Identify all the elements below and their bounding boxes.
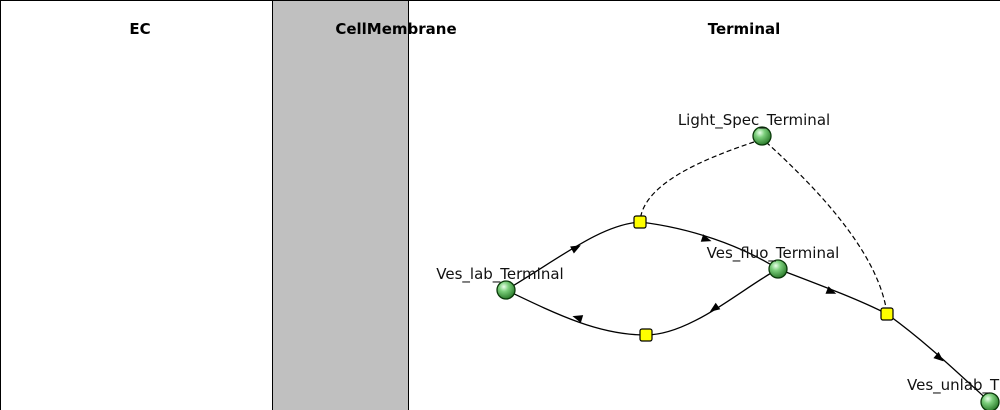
compartment-label-terminal: Terminal xyxy=(708,20,781,38)
edge-ves-fluo-to-bleaching[interactable] xyxy=(777,268,888,315)
arrowhead xyxy=(709,302,721,312)
modifier-edge-light-to-activation[interactable] xyxy=(639,141,755,223)
reaction-node-relabel[interactable] xyxy=(639,328,653,342)
compartment-label-ec: EC xyxy=(129,20,150,38)
arrowhead xyxy=(572,315,584,323)
compartment-label-cell-membrane: CellMembrane xyxy=(335,20,456,38)
compartment-ec[interactable] xyxy=(0,0,273,410)
arrowhead xyxy=(700,234,712,242)
species-label-ves-unlab-terminal: Ves_unlab_T xyxy=(907,376,1000,395)
species-node-ves-unlab-terminal[interactable] xyxy=(980,392,1000,410)
arrowhead xyxy=(570,245,581,254)
modifier-edge-light-to-bleaching[interactable] xyxy=(765,141,888,315)
arrowhead xyxy=(825,286,837,294)
species-node-ves-lab-terminal[interactable] xyxy=(496,280,516,300)
species-label-ves-lab-terminal: Ves_lab_Terminal xyxy=(436,265,563,284)
edge-activation-to-ves-fluo[interactable] xyxy=(639,221,779,270)
edge-ves-lab-to-activation[interactable] xyxy=(505,221,641,291)
species-node-light-spec-terminal[interactable] xyxy=(752,126,772,146)
edge-bleaching-to-ves-unlab[interactable] xyxy=(886,313,991,403)
edge-relabel-to-ves-lab[interactable] xyxy=(505,289,647,336)
compartment-terminal[interactable] xyxy=(408,0,1000,410)
reaction-node-bleaching[interactable] xyxy=(880,307,894,321)
species-node-ves-fluo-terminal[interactable] xyxy=(768,259,788,279)
species-label-light-spec-terminal: Light_Spec_Terminal xyxy=(678,111,830,130)
reaction-node-activation[interactable] xyxy=(633,215,647,229)
arrowhead xyxy=(933,351,944,362)
compartment-cell-membrane[interactable] xyxy=(272,0,409,410)
species-label-ves-fluo-terminal: Ves_fluo_Terminal xyxy=(707,244,840,263)
